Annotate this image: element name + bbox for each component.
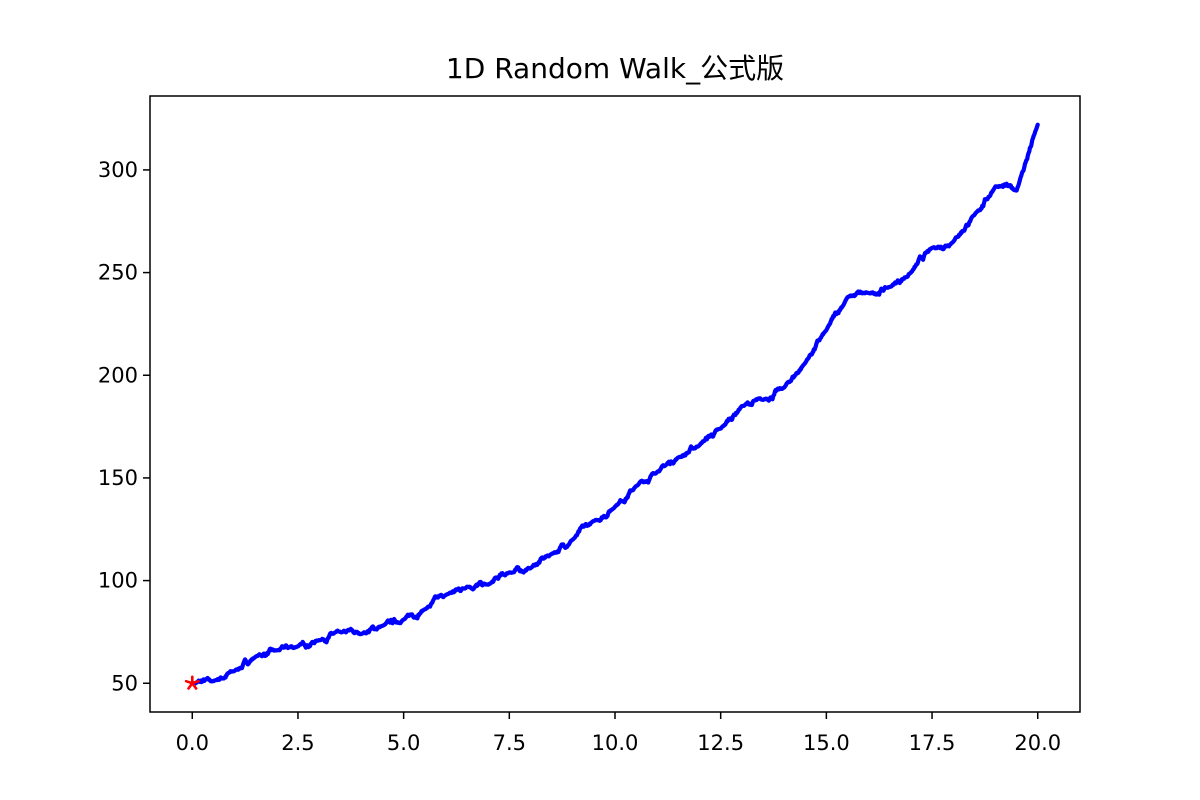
start-marker-stroke [184,679,194,685]
x-tick-label: 10.0 [592,731,639,755]
x-tick-label: 7.5 [493,731,526,755]
y-tick-label: 200 [98,363,138,387]
y-tick-label: 100 [98,569,138,593]
x-tick-label: 0.0 [176,731,209,755]
plot-area [184,122,1040,690]
y-tick-label: 300 [98,158,138,182]
y-tick-label: 50 [111,671,138,695]
x-tick-label: 17.5 [909,731,956,755]
x-tick-label: 20.0 [1014,731,1061,755]
series-line-1 [190,122,1040,686]
x-tick-label: 5.0 [387,731,420,755]
axis-ticks: 0.0 2.5 5.0 7.5 10.0 12.5 15.0 17.5 20.0 50 100 150… [98,158,1061,755]
x-tick-label: 15.0 [803,731,850,755]
chart-title: 1D Random Walk_公式版 [446,52,784,85]
axes-frame [149,95,1081,713]
y-tick-label: 250 [98,261,138,285]
start-point-marker [184,675,200,690]
x-tick-label: 12.5 [697,731,744,755]
y-tick-label: 150 [98,466,138,490]
x-tick-label: 2.5 [281,731,314,755]
